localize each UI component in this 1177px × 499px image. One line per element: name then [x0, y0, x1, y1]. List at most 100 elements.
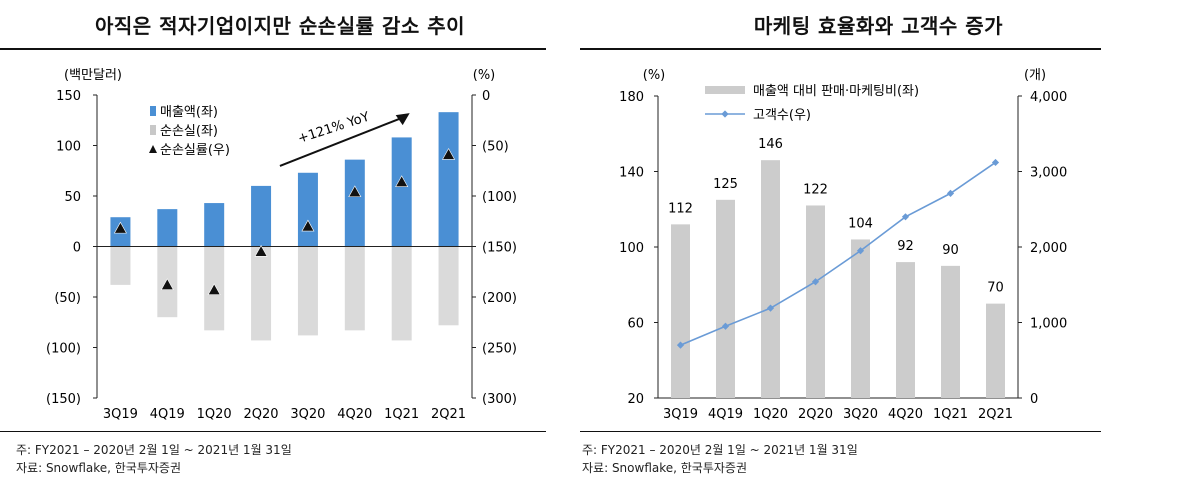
left-tick-label: 180 — [619, 90, 644, 105]
left-tick-label: 100 — [56, 140, 81, 155]
category-label: 1Q20 — [753, 407, 788, 422]
right-tick-label: 0 — [1030, 392, 1038, 407]
legend-net-loss-swatch — [150, 125, 156, 135]
right-footer-rule — [580, 431, 1101, 432]
revenue-bar — [251, 185, 272, 247]
net-loss-bar — [438, 246, 459, 326]
left-tick-label: 50 — [64, 190, 81, 205]
customers-marker — [991, 158, 1000, 167]
customers-marker — [946, 189, 955, 197]
legend-rate-marker — [149, 145, 157, 153]
customers-marker — [901, 213, 910, 221]
category-label: 3Q19 — [103, 407, 138, 422]
marketing-ratio-bar — [896, 262, 915, 398]
category-label: 1Q21 — [933, 407, 968, 422]
right-chart-panel: 마케팅 효율화와 고객수 증가 180 140 100 60 20 4,000 3,000 2… — [580, 0, 1177, 499]
net-loss-rate-marker — [442, 147, 456, 160]
right-chart-title: 마케팅 효율화와 고객수 증가 — [753, 14, 1004, 38]
customers-marker — [721, 322, 730, 330]
right-unit-label: (%) — [473, 68, 496, 83]
category-label: 4Q20 — [337, 407, 372, 422]
customers-marker — [811, 278, 820, 286]
customers-marker — [856, 247, 865, 255]
left-unit-label: (%) — [643, 68, 666, 83]
right-source: 자료: Snowflake, 한국투자증권 — [582, 461, 748, 475]
net-loss-bar — [110, 246, 131, 285]
right-tick-label: 2,000 — [1030, 241, 1067, 256]
left-footer-rule — [0, 431, 546, 432]
marketing-ratio-bar — [671, 224, 690, 398]
category-label: 3Q20 — [843, 407, 878, 422]
left-unit-label: (백만달러) — [64, 68, 122, 83]
right-tick-label: 1,000 — [1030, 317, 1067, 332]
net-loss-rate-marker — [160, 278, 174, 290]
category-label: 2Q20 — [798, 407, 833, 422]
bar-data-label: 70 — [987, 281, 1004, 296]
marketing-ratio-bar — [716, 199, 735, 398]
bar-data-label: 146 — [758, 137, 783, 152]
left-chart-panel: 아직은 적자기업이지만 순손실률 감소 추이 150 100 50 0 (50) (100… — [0, 0, 560, 499]
bar-data-label: 122 — [803, 182, 828, 197]
right-tick-label: (300) — [482, 392, 517, 407]
net-loss-rate-marker — [395, 175, 409, 187]
growth-arrow-line — [279, 116, 405, 167]
marketing-ratio-bar — [761, 160, 780, 398]
right-tick-label: 0 — [482, 89, 490, 104]
legend-marketing-swatch — [705, 86, 745, 94]
net-loss-rate-marker — [113, 221, 127, 234]
marketing-ratio-bar — [806, 205, 825, 398]
right-footnote: 주: FY2021 – 2020년 2월 1일 ~ 2021년 1월 31일 — [582, 443, 858, 457]
net-loss-rate-marker — [301, 219, 315, 232]
customers-line — [680, 161, 996, 346]
revenue-bar — [438, 112, 459, 247]
right-unit-label: (개) — [1024, 68, 1046, 83]
growth-annotation: +121% YoY — [296, 110, 371, 147]
net-loss-bar — [344, 246, 365, 331]
left-tick-label: (50) — [54, 291, 81, 306]
growth-arrow-head — [395, 113, 410, 126]
revenue-bar — [157, 209, 178, 247]
left-tick-label: 150 — [56, 89, 81, 104]
right-chart-svg: 180 140 100 60 20 4,000 3,000 2,000 1,000 0 (%) (개)… — [619, 68, 1067, 422]
left-tick-label: 100 — [619, 241, 644, 256]
net-loss-rate-marker — [254, 244, 268, 257]
net-loss-bar — [297, 246, 318, 336]
right-tick-label: 4,000 — [1030, 90, 1067, 105]
net-loss-bar — [391, 246, 412, 341]
net-loss-bar — [251, 246, 272, 341]
category-label: 4Q19 — [150, 407, 185, 422]
bar-data-label: 92 — [897, 239, 914, 254]
bar-data-label: 112 — [668, 201, 693, 216]
legend-net-loss-label: 순손실(좌) — [160, 124, 218, 139]
category-label: 3Q20 — [290, 407, 325, 422]
category-label: 1Q21 — [384, 407, 419, 422]
marketing-ratio-bar — [986, 303, 1005, 398]
right-tick-label: (250) — [482, 342, 517, 357]
category-label: 4Q19 — [708, 407, 743, 422]
right-tick-label: 3,000 — [1030, 166, 1067, 181]
left-chart-svg: 150 100 50 0 (50) (100) (150) 0 (50) (100) (150) (2… — [46, 68, 517, 422]
left-title-rule — [0, 48, 546, 50]
category-label: 2Q21 — [431, 407, 466, 422]
left-footnote: 주: FY2021 – 2020년 2월 1일 ~ 2021년 1월 31일 — [16, 443, 292, 457]
marketing-ratio-bar — [941, 265, 960, 398]
left-chart-title: 아직은 적자기업이지만 순손실률 감소 추이 — [94, 14, 466, 38]
revenue-bar — [391, 137, 412, 247]
marketing-ratio-bar — [851, 239, 870, 398]
legend-customers-label: 고객수(우) — [753, 108, 811, 123]
bar-data-label: 104 — [848, 216, 873, 231]
category-label: 3Q19 — [663, 407, 698, 422]
bar-data-label: 90 — [942, 243, 959, 258]
left-source: 자료: Snowflake, 한국투자증권 — [16, 461, 182, 475]
legend-marketing-label: 매출액 대비 판매·마케팅비(좌) — [753, 84, 919, 99]
left-tick-label: (100) — [46, 342, 81, 357]
left-tick-label: 140 — [619, 166, 644, 181]
right-tick-label: (200) — [482, 291, 517, 306]
net-loss-rate-marker — [348, 185, 362, 198]
right-tick-label: (100) — [482, 190, 517, 205]
left-tick-label: 60 — [627, 317, 644, 332]
revenue-bar — [204, 203, 225, 247]
revenue-bar — [344, 159, 365, 247]
category-label: 2Q20 — [244, 407, 279, 422]
right-title-rule — [580, 48, 1101, 50]
